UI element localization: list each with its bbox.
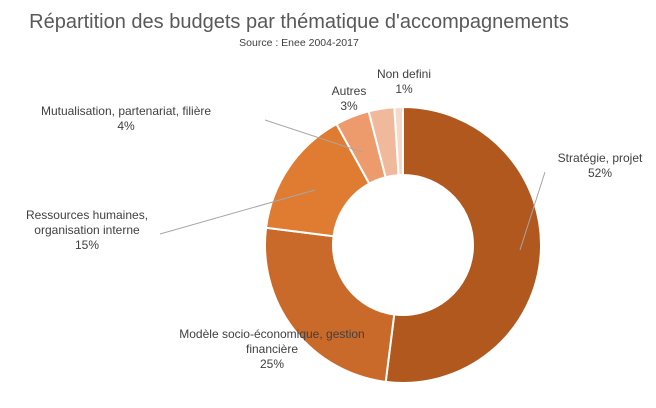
slice-value-label: 52% xyxy=(588,166,612,180)
chart-title: Répartition des budgets par thématique d… xyxy=(29,11,569,33)
slice-value-label: 4% xyxy=(117,119,135,133)
slice-category-label: Stratégie, projet xyxy=(558,151,643,165)
leader-line xyxy=(159,189,316,235)
slice-label: Non defini 1% xyxy=(377,67,431,96)
slice-category-label: financière xyxy=(246,342,298,356)
leader-line xyxy=(264,119,363,153)
slice-value-label: 15% xyxy=(75,238,99,252)
slice-label: Stratégie, projet 52% xyxy=(558,151,643,180)
chart-subtitle: Source : Enee 2004-2017 xyxy=(239,37,359,49)
slice-value-label: 3% xyxy=(340,99,358,113)
leader-line xyxy=(519,171,546,251)
slice-category-label: Mutualisation, partenariat, filière xyxy=(41,104,211,118)
slice-category-label: Ressources humaines, xyxy=(26,208,148,222)
donut-slices xyxy=(264,105,542,384)
slice-category-label: Autres xyxy=(332,84,367,98)
slice-label: Ressources humaines, organisation interne… xyxy=(26,208,148,252)
slice-label: Modèle socio-économique, gestion financiè… xyxy=(179,327,364,371)
slice-label: Mutualisation, partenariat, filière 4% xyxy=(41,104,211,133)
slice-category-label: Non defini xyxy=(377,67,431,81)
slice-label: Autres 3% xyxy=(332,84,367,113)
slice-labels: Stratégie, projet 52% Modèle socio-économi… xyxy=(26,67,643,371)
donut-slice xyxy=(384,105,542,384)
slice-category-label: organisation interne xyxy=(34,223,140,237)
donut-slice xyxy=(264,226,396,384)
donut-slice xyxy=(393,105,404,177)
slice-value-label: 25% xyxy=(260,357,284,371)
slice-value-label: 1% xyxy=(395,82,413,96)
leader-lines xyxy=(159,119,546,251)
slice-category-label: Modèle socio-économique, gestion xyxy=(179,327,364,341)
